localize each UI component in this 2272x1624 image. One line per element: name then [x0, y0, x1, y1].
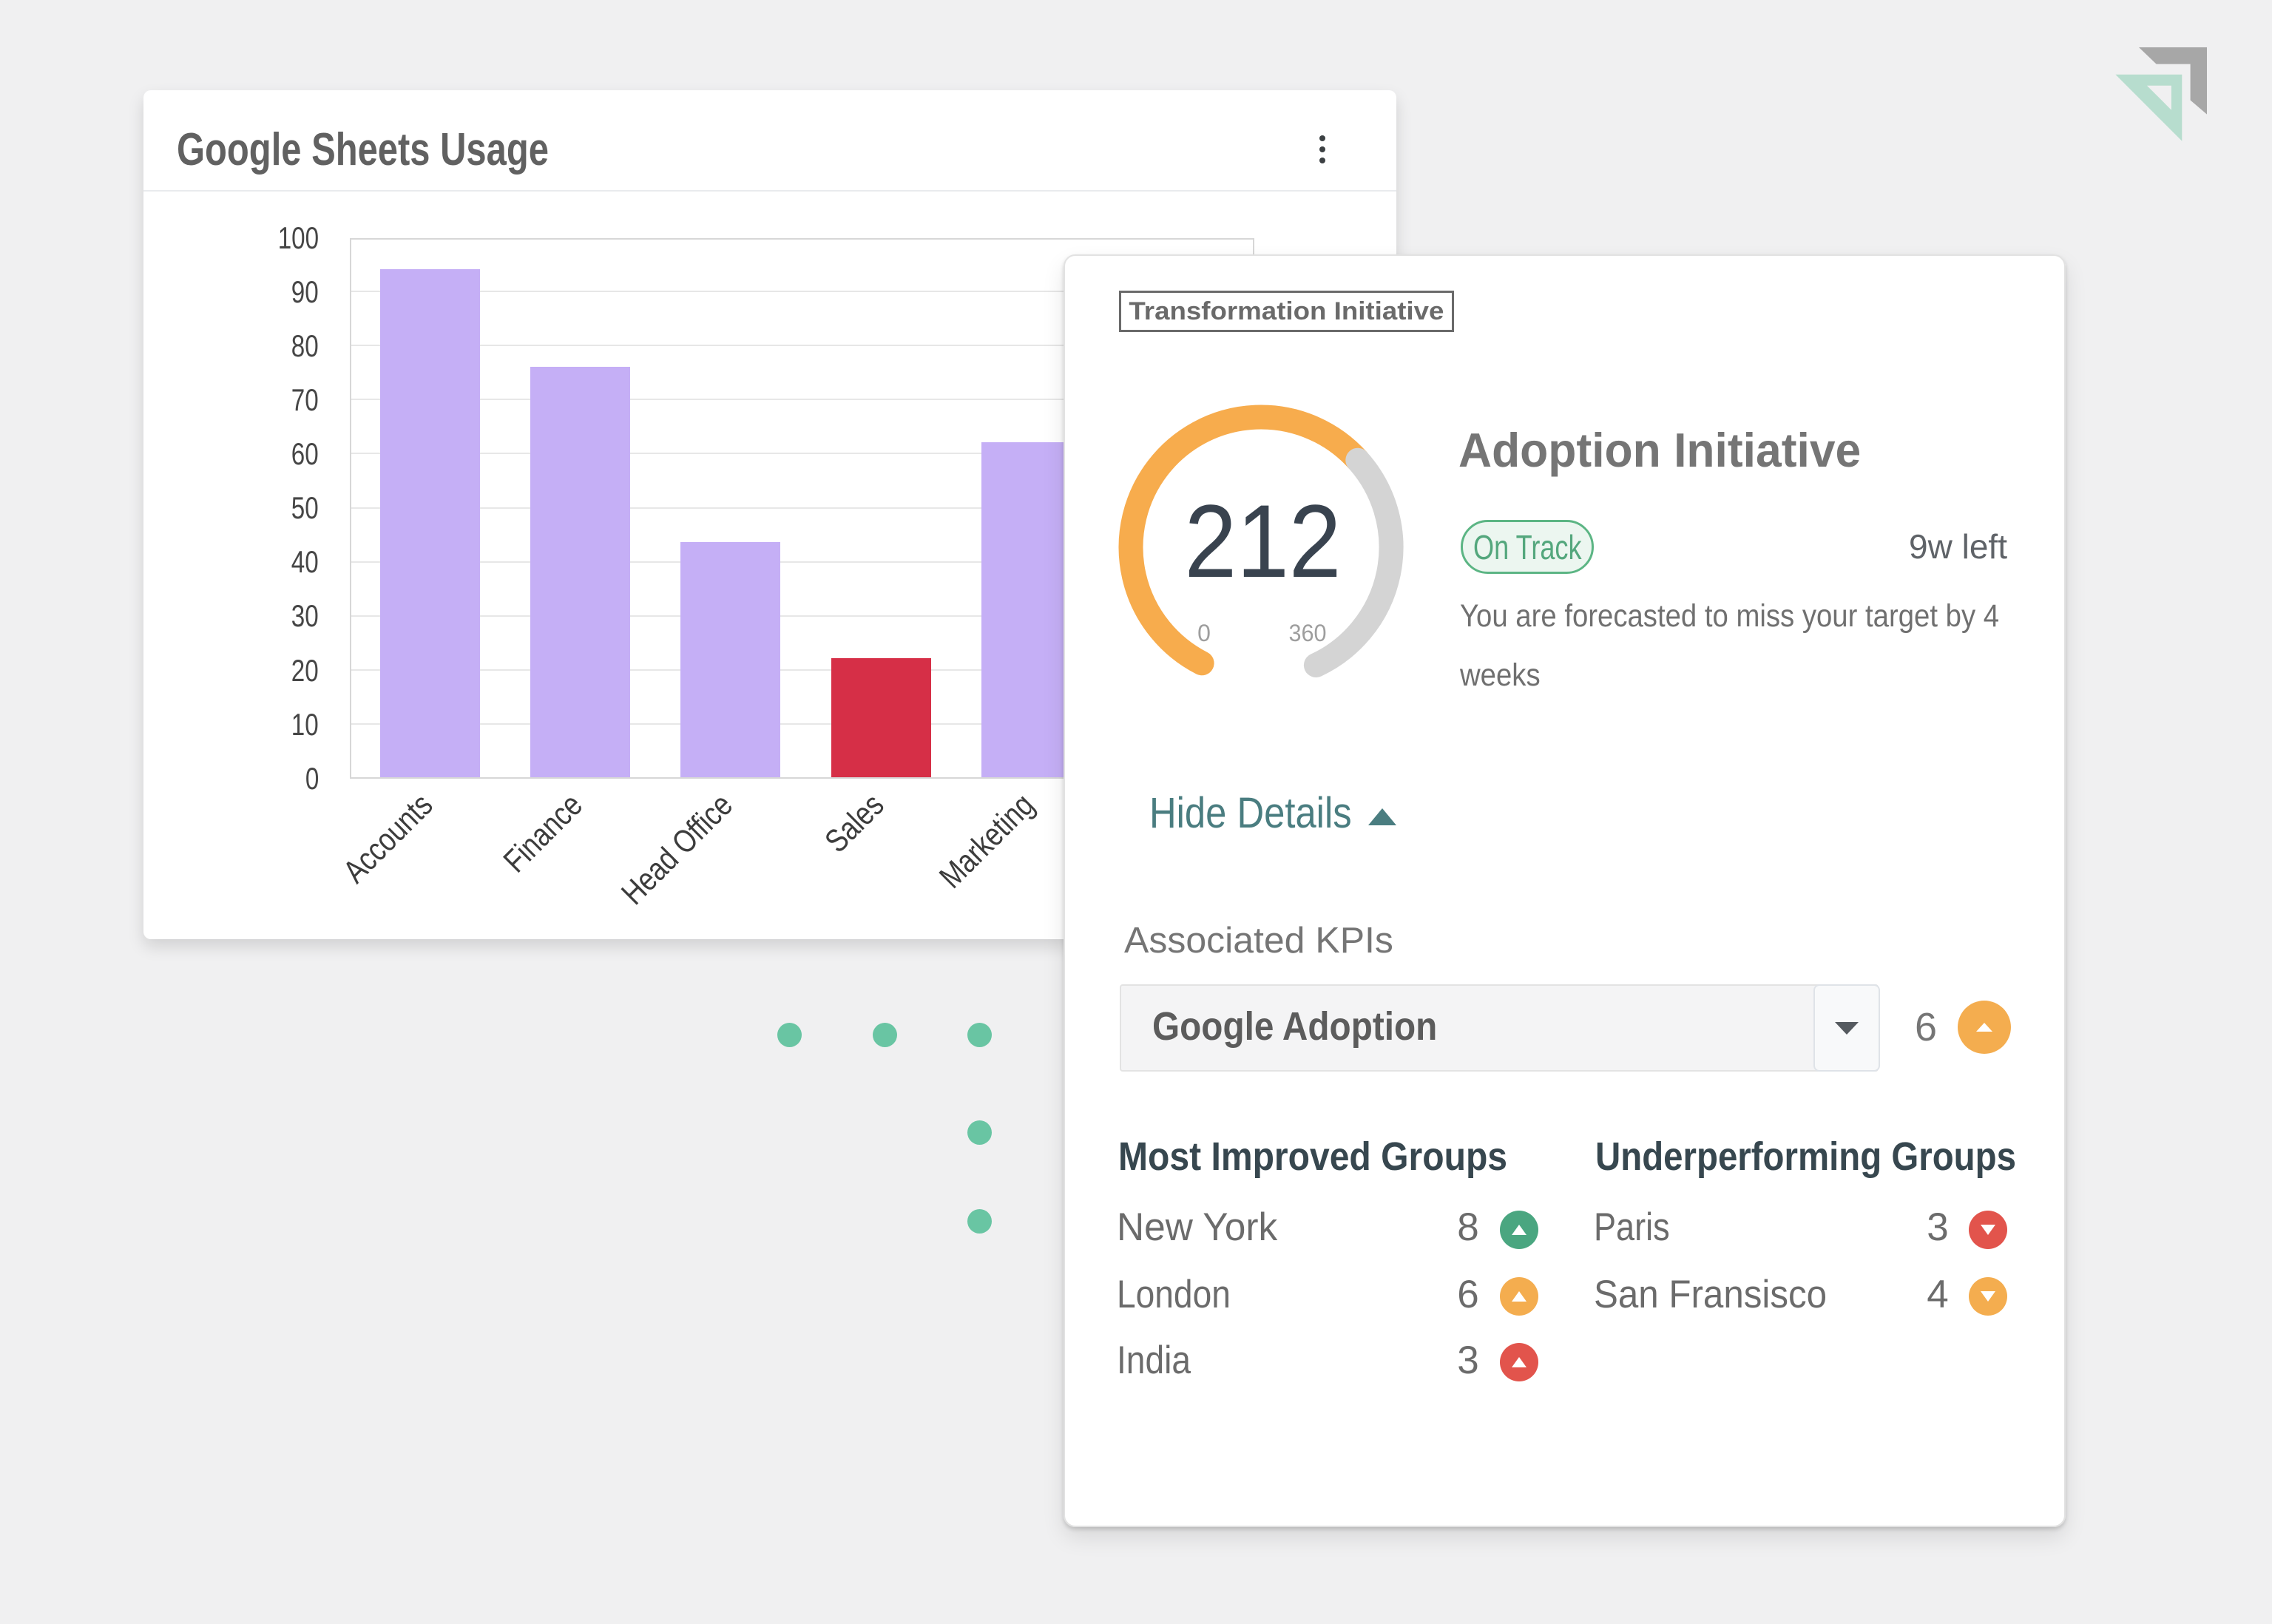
svg-text:360: 360: [1289, 620, 1327, 646]
svg-text:212: 212: [1185, 483, 1342, 599]
svg-text:0: 0: [1197, 620, 1211, 646]
